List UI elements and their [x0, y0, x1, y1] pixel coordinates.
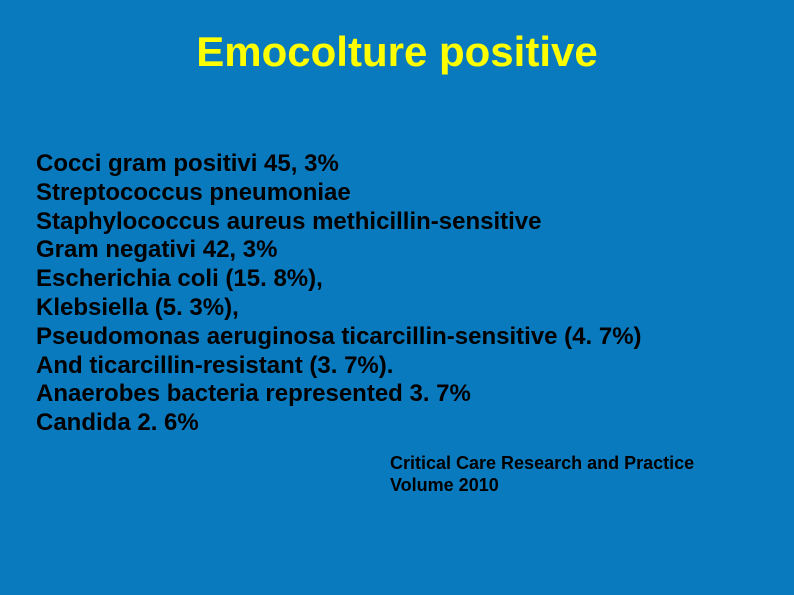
body-line: Candida 2. 6% [36, 409, 758, 438]
body-line: Klebsiella (5. 3%), [36, 294, 758, 323]
body-line: And ticarcillin-resistant (3. 7%). [36, 352, 758, 381]
body-line: Escherichia coli (15. 8%), [36, 265, 758, 294]
body-line: Gram negativi 42, 3% [36, 236, 758, 265]
body-line: Cocci gram positivi 45, 3% [36, 150, 758, 179]
title-container: Emocolture positive [0, 28, 794, 76]
body-text-block: Cocci gram positivi 45, 3% Streptococcus… [36, 150, 758, 438]
body-line: Staphylococcus aureus methicillin-sensit… [36, 208, 758, 237]
citation-line: Volume 2010 [390, 475, 694, 497]
slide-title: Emocolture positive [196, 28, 597, 75]
body-line: Pseudomonas aeruginosa ticarcillin-sensi… [36, 323, 758, 352]
citation-line: Critical Care Research and Practice [390, 453, 694, 475]
body-line: Streptococcus pneumoniae [36, 179, 758, 208]
slide: Emocolture positive Cocci gram positivi … [0, 0, 794, 595]
body-line: Anaerobes bacteria represented 3. 7% [36, 380, 758, 409]
citation-block: Critical Care Research and Practice Volu… [390, 453, 694, 496]
